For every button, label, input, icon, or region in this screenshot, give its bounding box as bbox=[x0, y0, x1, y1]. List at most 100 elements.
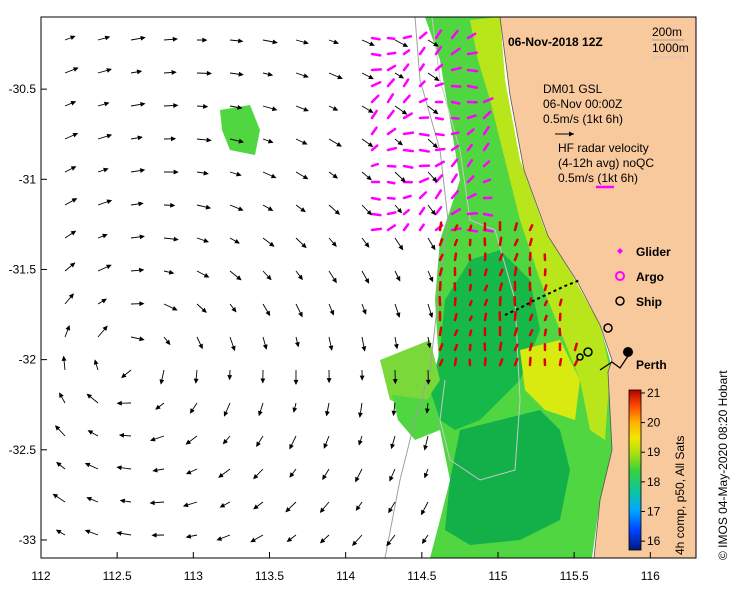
hf-arrow bbox=[418, 31, 428, 40]
gsl-arrowhead bbox=[300, 207, 306, 213]
gsl-arrowhead bbox=[73, 67, 79, 72]
y-tick-label: -32.5 bbox=[9, 443, 37, 457]
hf-arrow bbox=[466, 84, 478, 89]
colorbar-tick-label: 21 bbox=[647, 386, 661, 400]
y-axis: -30.5 -31 -31.5 -32 -32.5 -33 bbox=[9, 82, 47, 547]
gsl-arrowhead bbox=[238, 71, 244, 77]
hf-arrow bbox=[418, 223, 425, 232]
x-tick-label: 114.5 bbox=[407, 569, 436, 583]
x-axis: 112 112.5 113 113.5 114 114.5 115 115.5 116 bbox=[31, 552, 660, 583]
hf-arrow bbox=[402, 35, 413, 40]
hf-arrow bbox=[386, 211, 397, 216]
hf-arrow bbox=[418, 97, 428, 104]
gsl-arrowhead bbox=[93, 359, 99, 365]
gsl-arrowhead bbox=[267, 206, 274, 211]
red-arrow bbox=[528, 224, 534, 232]
gsl-arrowhead bbox=[218, 472, 224, 478]
gsl-arrowhead bbox=[70, 166, 77, 171]
gsl-arrowhead bbox=[102, 325, 108, 332]
gsl-arrowhead bbox=[355, 505, 361, 511]
red-arrow bbox=[468, 300, 473, 307]
gsl-arrowhead bbox=[269, 241, 275, 247]
gsl-arrowhead bbox=[70, 230, 77, 236]
hf-arrow bbox=[482, 110, 492, 120]
gsl-arrowhead bbox=[152, 467, 158, 473]
hf-legend-line-2: (4-12h avg) noQC bbox=[558, 156, 654, 170]
hf-arrow bbox=[386, 224, 397, 232]
gsl-arrowhead bbox=[402, 42, 409, 47]
gsl-arrowhead bbox=[390, 443, 395, 450]
red-arrow bbox=[513, 327, 519, 337]
gsl-arrowhead bbox=[103, 101, 110, 107]
gsl-arrowhead bbox=[230, 345, 236, 352]
gsl-arrowhead bbox=[367, 108, 374, 113]
y-tick-label: -31 bbox=[19, 172, 37, 186]
gsl-arrowhead bbox=[272, 39, 278, 45]
hf-arrow bbox=[402, 131, 415, 136]
red-arrow bbox=[558, 358, 563, 367]
x-tick-label: 115.5 bbox=[560, 569, 589, 583]
gsl-arrowhead bbox=[325, 410, 330, 417]
gsl-arrowhead bbox=[72, 132, 79, 138]
gsl-arrowhead bbox=[56, 461, 62, 467]
hf-arrow bbox=[402, 194, 412, 200]
hf-arrow bbox=[450, 189, 460, 200]
gsl-arrowhead bbox=[54, 425, 61, 431]
gsl-arrowhead bbox=[292, 407, 298, 413]
gsl-arrowhead bbox=[253, 473, 259, 480]
perth-river bbox=[599, 355, 629, 371]
red-arrow bbox=[543, 328, 548, 337]
red-arrow bbox=[498, 268, 504, 277]
gsl-arrowhead bbox=[361, 346, 367, 352]
hf-arrow bbox=[434, 189, 443, 200]
gsl-arrowhead bbox=[271, 106, 278, 112]
gsl-arrowhead bbox=[332, 277, 337, 284]
gsl-arrowhead bbox=[69, 35, 76, 41]
legend-ship: Ship bbox=[636, 295, 662, 309]
gsl-arrowhead bbox=[426, 342, 432, 349]
gsl-arrowhead bbox=[202, 37, 208, 43]
gsl-arrowhead bbox=[173, 103, 179, 108]
red-arrow bbox=[438, 221, 443, 232]
gsl-arrowhead bbox=[398, 73, 405, 79]
gsl-arrowhead bbox=[298, 311, 303, 318]
red-arrow bbox=[438, 253, 444, 262]
gsl-arrowhead bbox=[189, 408, 195, 414]
hf-arrow bbox=[434, 45, 443, 56]
hf-arrow bbox=[482, 178, 492, 184]
gsl-arrowhead bbox=[138, 201, 144, 207]
gsl-arrowhead bbox=[432, 142, 438, 149]
red-arrow bbox=[453, 224, 459, 232]
gsl-arrowhead bbox=[52, 493, 59, 499]
red-arrow bbox=[513, 266, 518, 277]
red-arrow bbox=[453, 329, 459, 337]
gsl-arrowhead bbox=[285, 507, 291, 513]
hf-arrow bbox=[450, 47, 461, 56]
gsl-arrowhead bbox=[266, 274, 272, 281]
colorbar bbox=[628, 389, 642, 551]
gsl-arrowhead bbox=[401, 109, 408, 115]
hf-arrow bbox=[466, 51, 478, 56]
hf-arrow bbox=[450, 158, 459, 168]
red-arrow bbox=[438, 238, 444, 247]
gsl-arrowhead bbox=[165, 339, 171, 346]
hf-legend-line-3: 0.5m/s (1kt 6h) bbox=[558, 171, 638, 185]
hf-arrow bbox=[370, 162, 379, 168]
hf-arrow bbox=[418, 206, 426, 216]
gsl-arrowhead bbox=[303, 106, 309, 112]
hf-arrow bbox=[370, 81, 382, 88]
hf-arrow bbox=[402, 164, 414, 169]
gsl-arrowhead bbox=[289, 472, 295, 478]
hf-arrow bbox=[386, 93, 395, 104]
gsl-arrowhead bbox=[424, 408, 430, 414]
gsl-arrowhead bbox=[55, 529, 62, 535]
hf-arrow bbox=[386, 51, 397, 56]
gsl-arrowhead bbox=[101, 298, 107, 304]
red-arrow bbox=[513, 343, 519, 352]
gsl-arrowhead bbox=[366, 175, 372, 181]
gsl-arrowhead bbox=[236, 171, 242, 177]
gsl-arrowhead bbox=[202, 103, 209, 109]
gsl-arrowhead bbox=[392, 379, 398, 385]
gsl-arrowhead bbox=[430, 209, 436, 216]
